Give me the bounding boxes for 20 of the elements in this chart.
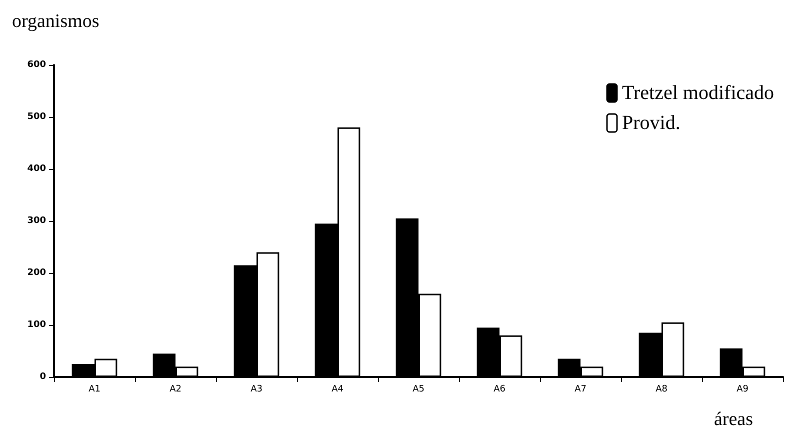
y-tick-label: 600 [27, 60, 46, 70]
x-tick-label: A5 [412, 384, 424, 394]
x-tick-label: A3 [250, 384, 262, 394]
y-tick-label: 200 [27, 268, 46, 278]
x-tick-label: A2 [170, 384, 182, 394]
y-tick-label: 500 [27, 112, 46, 122]
x-axis-title: áreas [714, 409, 754, 430]
x-tick-label: A9 [736, 384, 749, 394]
y-tick-label: 300 [27, 216, 46, 226]
y-tick-label: 100 [27, 320, 46, 330]
x-tick-label: A8 [656, 384, 668, 394]
legend-label: Provid. [622, 112, 680, 134]
legend-label: Tretzel modificado [622, 82, 774, 104]
x-tick-label: A4 [332, 384, 344, 394]
x-tick-label: A6 [494, 384, 506, 394]
x-tick-label: A1 [88, 384, 100, 394]
y-tick-label: 400 [27, 164, 46, 174]
y-tick-label: 0 [40, 372, 46, 382]
x-tick-label: A7 [574, 384, 586, 394]
y-axis-title: organismos [12, 11, 100, 32]
